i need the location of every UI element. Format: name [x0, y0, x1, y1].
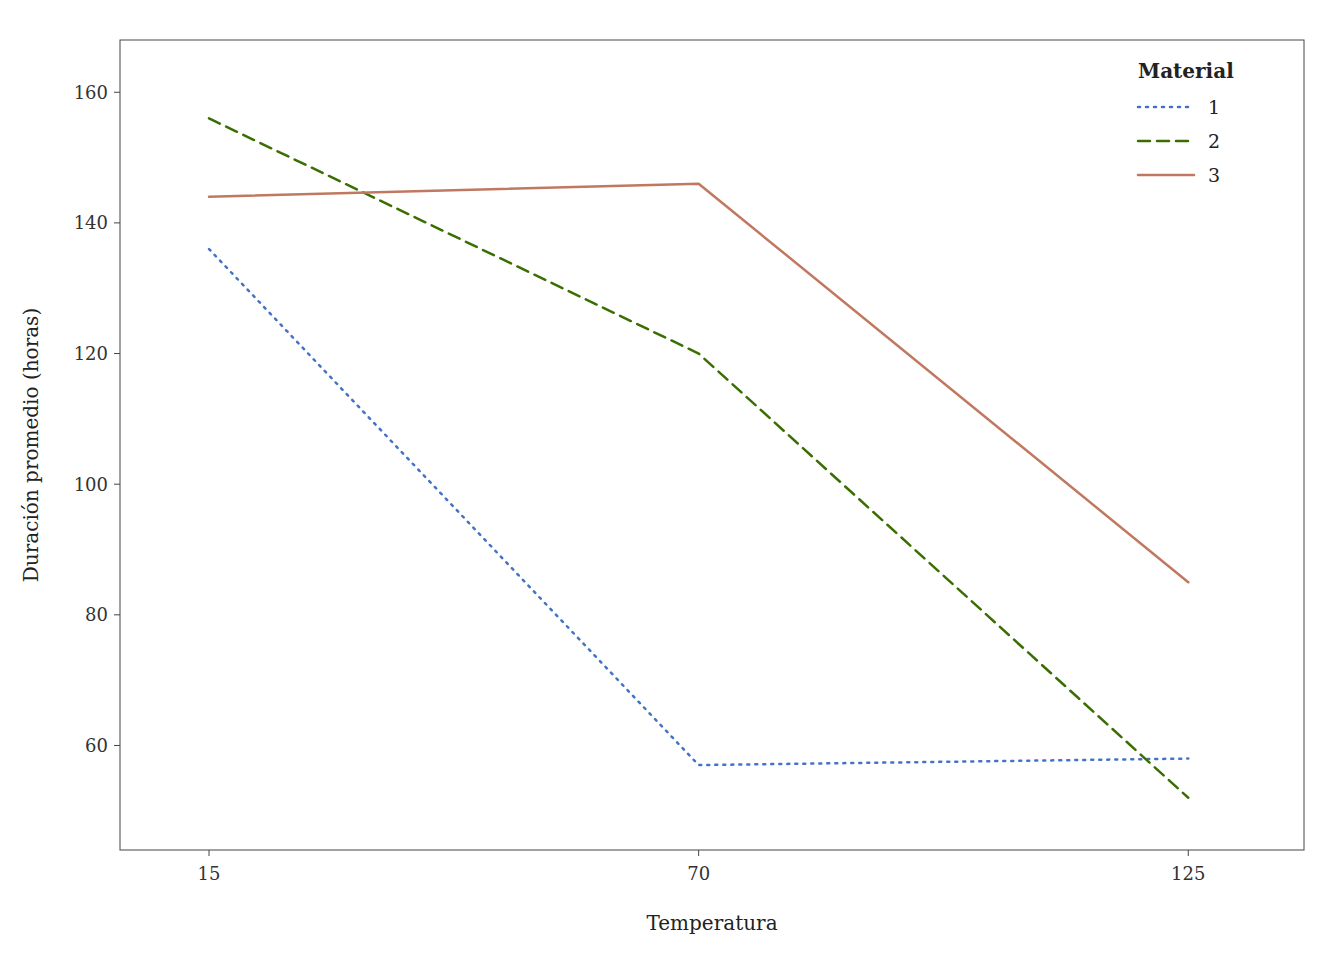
legend-label: 2 — [1208, 130, 1220, 152]
y-tick-label: 140 — [74, 212, 108, 233]
series-line — [209, 184, 1188, 582]
legend-label: 3 — [1208, 164, 1220, 186]
y-tick — [114, 92, 120, 93]
plot-area — [209, 118, 1188, 797]
x-tick — [209, 850, 210, 856]
y-tick-label: 120 — [74, 343, 108, 364]
y-tick — [114, 745, 120, 746]
x-axis-label: Temperatura — [646, 911, 777, 935]
series-line — [209, 118, 1188, 797]
x-tick-label: 125 — [1171, 863, 1205, 884]
y-tick — [114, 484, 120, 485]
y-axis: 60 80 100 120 140 160 — [74, 82, 120, 756]
y-tick — [114, 614, 120, 615]
series-line — [209, 249, 1188, 765]
x-tick-label: 70 — [687, 863, 710, 884]
x-tick — [698, 850, 699, 856]
legend-title: Material — [1138, 59, 1234, 83]
legend-swatch — [1138, 174, 1194, 177]
legend-label: 1 — [1208, 96, 1220, 118]
legend-swatch — [1138, 140, 1194, 143]
y-tick-label: 100 — [74, 474, 108, 495]
legend-swatch — [1138, 106, 1194, 109]
y-tick-label: 80 — [85, 604, 108, 625]
background — [0, 0, 1344, 960]
legend: Material 1 2 3 — [1138, 59, 1234, 186]
plot-frame — [120, 40, 1304, 850]
x-axis: 15 70 125 — [198, 850, 1206, 884]
y-tick-label: 60 — [85, 735, 108, 756]
y-tick — [114, 353, 120, 354]
y-tick — [114, 222, 120, 223]
chart: 15 70 125 60 80 100 120 140 160 Temperatura Duraci… — [0, 0, 1344, 960]
y-axis-label: Duración promedio (horas) — [19, 308, 43, 582]
x-tick-label: 15 — [198, 863, 221, 884]
y-tick-label: 160 — [74, 82, 108, 103]
x-tick — [1188, 850, 1189, 856]
